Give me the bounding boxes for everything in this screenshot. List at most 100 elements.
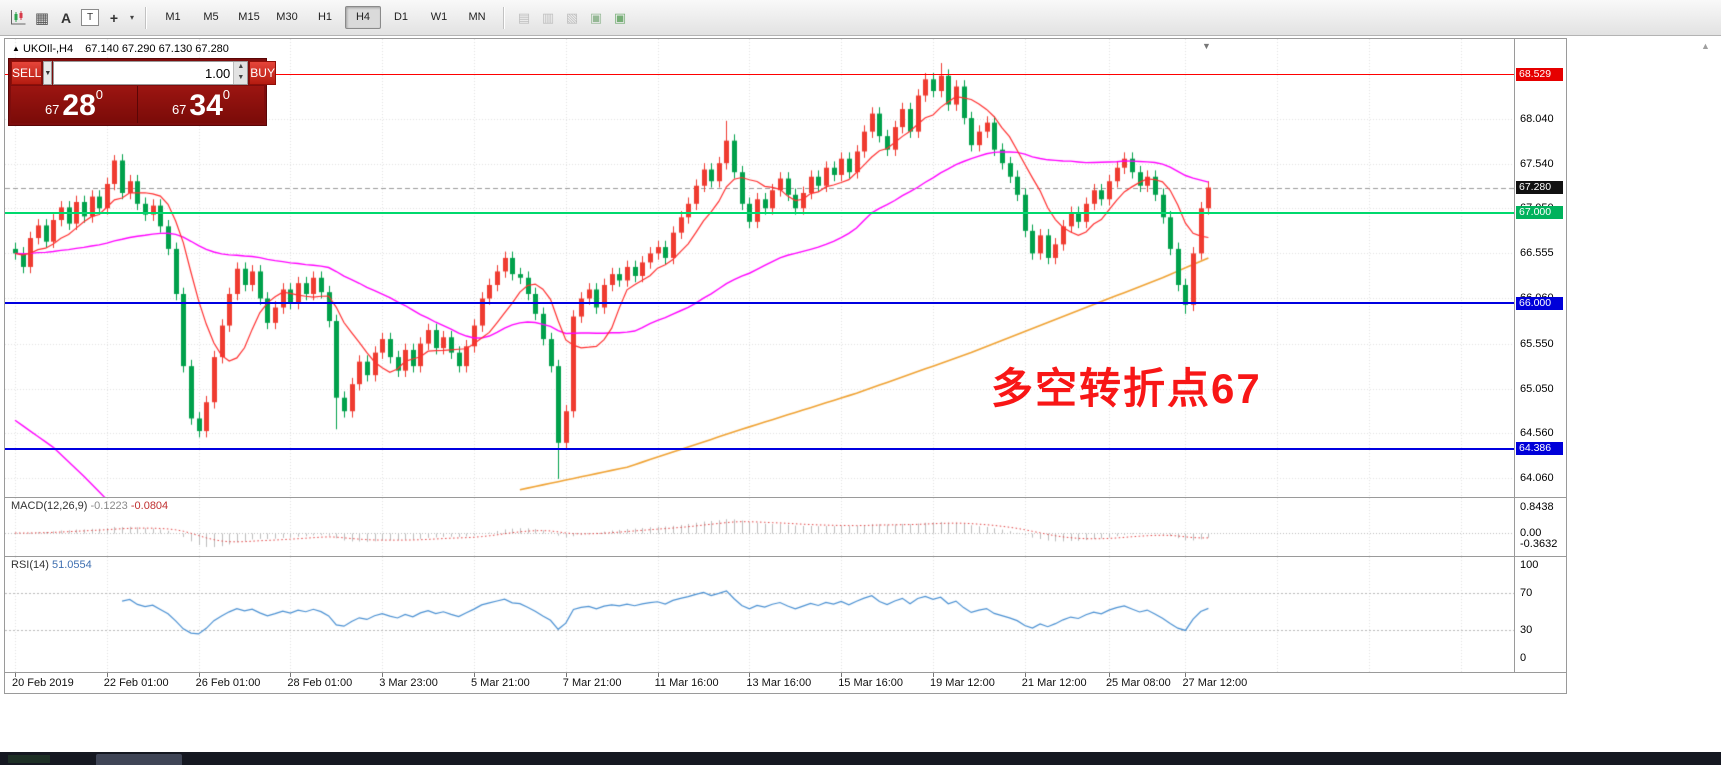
macd-name: MACD(12,26,9) [11, 500, 88, 512]
chart-shift-marker-icon[interactable]: ▼ [1202, 41, 1211, 51]
timeframe-mn-button[interactable]: MN [468, 11, 486, 23]
volume-dropdown-button[interactable]: ▼ [43, 61, 53, 85]
macd-label: MACD(12,26,9) -0.1223 -0.0804 [11, 500, 168, 512]
buy-price-pip: 0 [222, 87, 231, 102]
chevron-down-icon: ▼ [44, 69, 52, 77]
time-axis-label: 27 Mar 12:00 [1182, 677, 1248, 689]
support-line-66000[interactable] [5, 302, 1514, 304]
resistance-line-68529[interactable] [5, 74, 1514, 76]
timeframe-m30-button[interactable]: M30 [276, 11, 298, 23]
objects-icon[interactable]: ▧ [565, 9, 579, 25]
time-axis-label: 21 Mar 12:00 [1021, 677, 1087, 689]
volume-spinner: ▲ ▼ [233, 62, 248, 84]
macd-splitter[interactable] [5, 497, 1566, 498]
collapse-panel-icon[interactable]: ▲ [12, 44, 20, 53]
new-order-icon[interactable]: ▣ [589, 9, 603, 25]
timeframe-h1-button[interactable]: H1 [317, 11, 333, 23]
time-axis-tick [107, 673, 108, 677]
timeframe-d1-button[interactable]: D1 [393, 11, 409, 23]
volume-field: ▲ ▼ [53, 61, 249, 85]
timeframe-m5-button[interactable]: M5 [203, 11, 219, 23]
grid-icon[interactable]: ▦ [34, 9, 50, 27]
top-toolbar: ▦ A T + ▾ M1 M5 M15 M30 H1 H4 D1 W1 MN ▤ ▥ ▧ ▣ ▣ [0, 0, 1721, 36]
time-axis-tick [841, 673, 842, 677]
time-axis-tick [566, 673, 567, 677]
time-axis-tick [1185, 673, 1186, 677]
taskbar-tab[interactable] [96, 754, 182, 765]
time-axis-label: 3 Mar 23:00 [379, 677, 438, 689]
buy-button[interactable]: BUY [249, 61, 276, 85]
text-label-icon[interactable]: A [60, 9, 72, 26]
time-axis-tick [199, 673, 200, 677]
macd-axis-label: 0.00 [1520, 527, 1542, 539]
pivot-line-67000[interactable] [5, 211, 1514, 214]
time-axis-tick [1025, 673, 1026, 677]
autotrading-icon[interactable]: ▣ [613, 9, 627, 25]
rsi-indicator-canvas[interactable] [5, 557, 1514, 672]
time-axis-label: 22 Feb 01:00 [103, 677, 169, 689]
chevron-down-icon[interactable]: ▾ [129, 13, 134, 22]
price-axis-label: 64.560 [1520, 426, 1554, 439]
time-axis-label: 7 Mar 21:00 [562, 677, 622, 689]
sell-price-pip: 0 [95, 87, 104, 102]
time-axis-tick [1109, 673, 1110, 677]
buy-price-big: 34 [189, 89, 223, 122]
toolbar-separator [503, 6, 505, 29]
support-line-64386[interactable] [5, 447, 1514, 450]
chart-tools-group: ▦ A T + ▾ [6, 7, 138, 29]
macd-indicator-canvas[interactable] [5, 498, 1514, 557]
timeframe-m1-button[interactable]: M1 [165, 11, 181, 23]
rsi-label: RSI(14) 51.0554 [11, 559, 92, 571]
macd-value-2: -0.0804 [130, 500, 169, 512]
chart-text-annotation[interactable]: 多空转折点67 [991, 365, 1262, 412]
price-axis-separator [1514, 39, 1515, 672]
scrollbar-arrow-icon[interactable]: ▲ [1701, 41, 1710, 51]
rsi-axis-label: 70 [1520, 586, 1533, 599]
indicator-list-icon[interactable]: ▤ [517, 9, 531, 25]
macd-value-1: -0.1223 [90, 500, 128, 512]
taskbar-icon[interactable] [8, 755, 50, 763]
sell-button[interactable]: SELL [11, 61, 43, 85]
volume-down-button[interactable]: ▼ [237, 74, 245, 81]
rsi-axis-label: 100 [1520, 559, 1539, 571]
price-axis-label: 68.040 [1520, 113, 1554, 125]
textbox-icon[interactable]: T [81, 9, 99, 26]
time-axis-label: 13 Mar 16:00 [746, 677, 812, 689]
timeframe-w1-button[interactable]: W1 [430, 11, 448, 23]
time-axis-label: 19 Mar 12:00 [930, 677, 995, 689]
support2-price-badge: 64.386 [1516, 442, 1563, 456]
price-axis[interactable]: 68.04067.54067.05066.55566.06065.55065.0… [1515, 39, 1566, 672]
time-axis-label: 5 Mar 21:00 [471, 677, 530, 689]
time-axis[interactable]: 20 Feb 2019 22 Feb 01:00 26 Feb 01:00 28 Fe… [5, 672, 1566, 693]
time-axis-label: 15 Mar 16:00 [838, 677, 904, 689]
volume-input[interactable] [54, 62, 234, 84]
one-click-trading-panel: SELL ▼ ▲ ▼ BUY 67 28 0 67 34 [8, 58, 276, 126]
taskbar [0, 752, 1721, 765]
macd-axis-label: -0.3632 [1520, 538, 1558, 551]
time-axis-label: 25 Mar 08:00 [1105, 677, 1171, 689]
price-axis-label: 66.555 [1520, 246, 1554, 259]
timeframe-h4-button[interactable]: H4 [345, 6, 381, 29]
buy-price-display[interactable]: 67 34 0 [138, 86, 264, 123]
time-axis-tick [933, 673, 934, 677]
toolbar-separator [145, 6, 147, 29]
price-axis-label: 65.550 [1520, 337, 1554, 350]
symbol-title: UKOIl-,H4 [22, 43, 74, 55]
time-axis-label: 26 Feb 01:00 [195, 677, 261, 689]
rsi-value: 51.0554 [51, 559, 92, 571]
rsi-splitter[interactable] [5, 556, 1566, 557]
sell-price-display[interactable]: 67 28 0 [11, 86, 137, 123]
support1-price-badge: 66.000 [1516, 296, 1563, 310]
price-axis-label: 64.060 [1520, 471, 1554, 484]
symbol-ohlc-header: ▲ UKOIl-,H4 67.140 67.290 67.130 67.280 [12, 43, 229, 55]
time-axis-tick [290, 673, 291, 677]
price-axis-label: 67.540 [1520, 158, 1554, 171]
template-icon[interactable]: ▥ [541, 9, 555, 25]
chart-type-icon[interactable] [7, 7, 29, 29]
rsi-name: RSI(14) [11, 559, 49, 571]
time-axis-label: 28 Feb 01:00 [287, 677, 353, 689]
timeframe-m15-button[interactable]: M15 [238, 11, 260, 23]
pivot-price-badge: 67.000 [1516, 206, 1563, 220]
crosshair-icon[interactable]: + [109, 9, 119, 26]
volume-up-button[interactable]: ▲ [237, 63, 245, 70]
